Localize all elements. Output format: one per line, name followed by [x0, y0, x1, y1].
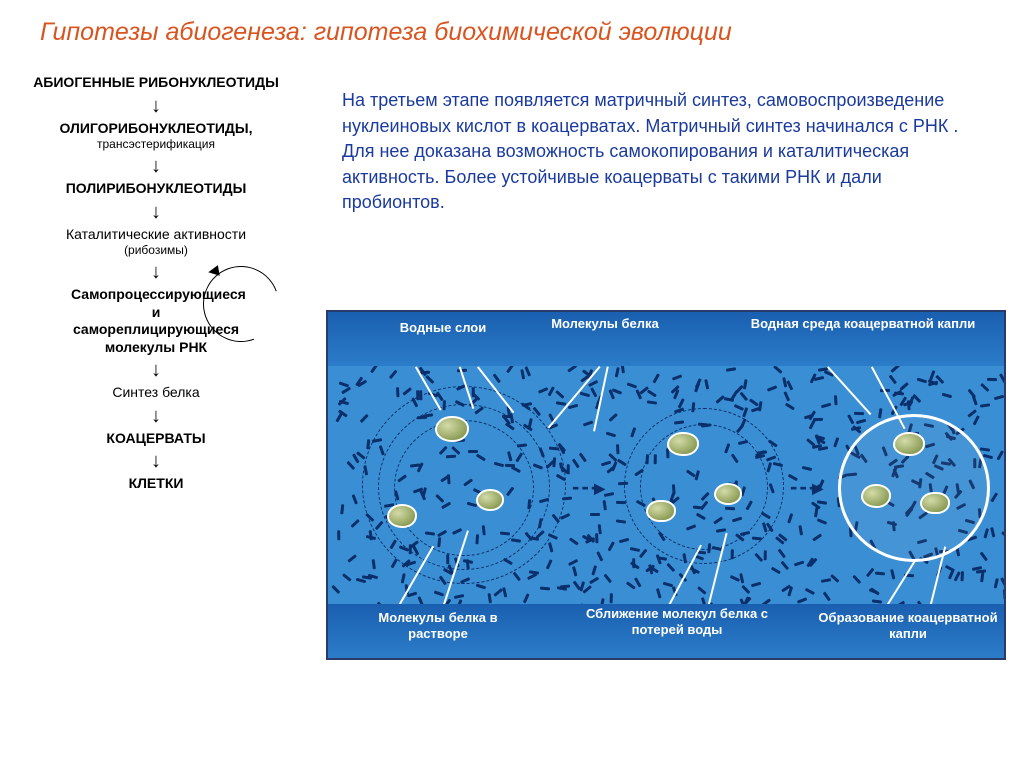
flow-step-3: ПОЛИРИБОНУКЛЕОТИДЫ [66, 180, 247, 198]
flow-step-6: Синтез белка [112, 384, 199, 402]
stage-3 [838, 414, 990, 562]
arrow-icon: ↓ [151, 202, 161, 222]
flow-step-4: Каталитические активности (рибозимы) [66, 226, 246, 259]
flow-step-7: КОАЦЕРВАТЫ [106, 430, 205, 448]
arrow-icon: ↓ [151, 451, 161, 471]
bottom-label-1: Молекулы белка в растворе [358, 610, 518, 641]
bottom-band: Молекулы белка в растворе Сближение моле… [328, 604, 1004, 658]
stage-2 [628, 412, 788, 572]
middle-area: - - - - - - [328, 366, 1004, 604]
top-label-1: Водные слои [388, 320, 498, 336]
arrow-right-icon: - - - [790, 474, 821, 500]
stage-1 [368, 396, 568, 586]
protein-blob [638, 492, 684, 530]
page-title: Гипотезы абиогенеза: гипотеза биохимичес… [40, 18, 984, 47]
arrow-icon: ↓ [151, 262, 161, 282]
bottom-label-3: Образование коацерватной капли [818, 610, 998, 641]
arrow-icon: ↓ [151, 96, 161, 116]
arrow-icon: ↓ [151, 406, 161, 426]
loop-arrowhead-icon: ◀ [207, 261, 221, 280]
protein-blob [852, 476, 900, 516]
top-label-2: Молекулы белка [550, 316, 660, 332]
flow-step-5-loop: ◀ Самопроцессирующиеся и самореплицирующ… [41, 284, 271, 358]
flow-step-1: АБИОГЕННЫЕ РИБОНУКЛЕОТИДЫ [33, 74, 279, 92]
flow-step-8: КЛЕТКИ [129, 475, 184, 493]
bottom-label-2: Сближение молекул белка с потерей воды [582, 606, 772, 637]
flowchart: АБИОГЕННЫЕ РИБОНУКЛЕОТИДЫ ↓ ОЛИГОРИБОНУК… [28, 72, 284, 495]
protein-blob [658, 424, 708, 464]
top-label-3: Водная среда коацерватной капли [738, 316, 988, 332]
protein-blob [426, 408, 478, 450]
arrow-icon: ↓ [151, 156, 161, 176]
flow-step-2: ОЛИГОРИБОНУКЛЕОТИДЫ, трансэстерификация [59, 120, 252, 153]
protein-blob [884, 424, 934, 464]
protein-blob [912, 484, 958, 522]
protein-blob [378, 496, 426, 536]
protein-blob [468, 482, 512, 518]
arrow-right-icon: - - - [572, 474, 603, 500]
arrow-icon: ↓ [151, 360, 161, 380]
coacervate-diagram: Водные слои Молекулы белка Водная среда … [326, 310, 1006, 660]
top-band: Водные слои Молекулы белка Водная среда … [328, 312, 1004, 366]
description-text: На третьем этапе появляется матричный си… [342, 88, 982, 216]
protein-blob [706, 476, 750, 512]
